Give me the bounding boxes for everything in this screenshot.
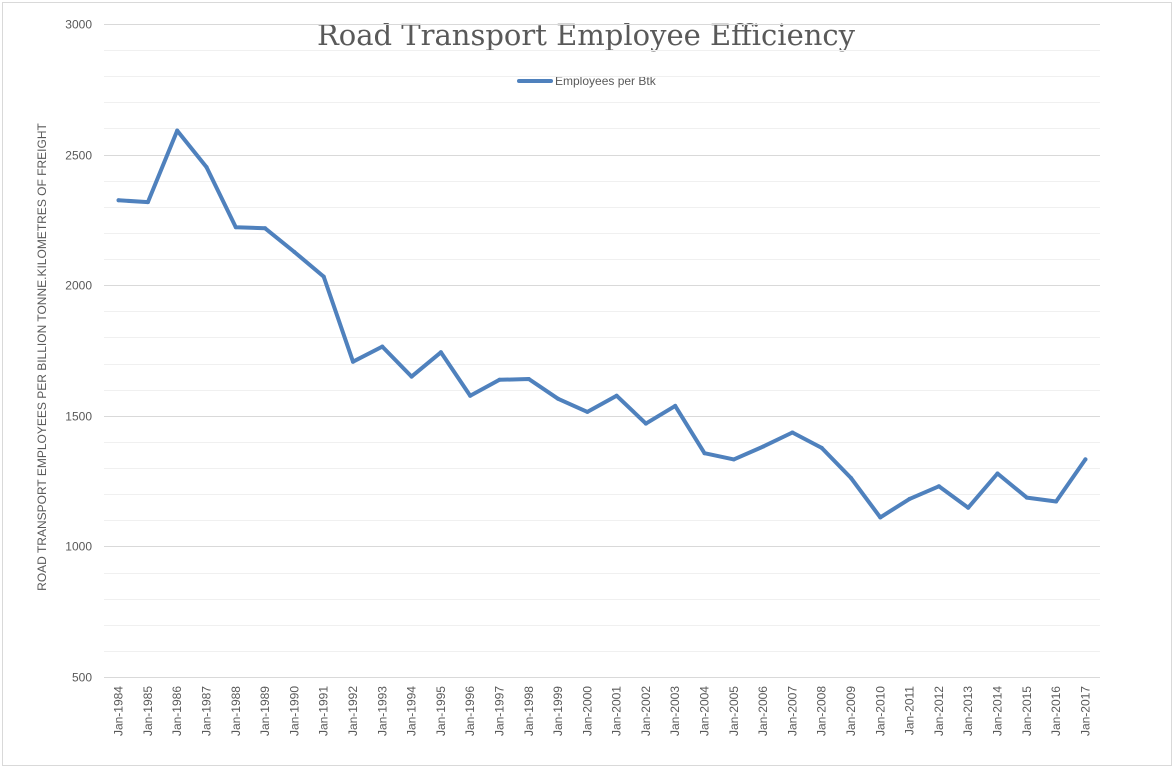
x-tick-label: Jan-2017 <box>1078 686 1092 736</box>
legend: Employees per Btk <box>517 72 656 90</box>
data-point <box>702 451 707 456</box>
x-tick-label: Jan-1990 <box>287 686 301 736</box>
data-point <box>907 496 912 501</box>
chart-title: Road Transport Employee Efficiency <box>316 18 856 52</box>
x-tick-label: Jan-2012 <box>932 686 946 736</box>
data-point <box>966 505 971 510</box>
series-layer <box>116 128 1088 520</box>
data-point <box>497 377 502 382</box>
data-point <box>380 344 385 349</box>
data-point <box>145 200 150 205</box>
x-tick-label: Jan-2011 <box>903 686 917 735</box>
x-tick-label: Jan-1985 <box>141 686 155 736</box>
x-tick-label: Jan-1989 <box>258 686 272 736</box>
x-tick-label: Jan-1998 <box>522 686 536 736</box>
x-tick-label: Jan-2009 <box>844 686 858 736</box>
data-point <box>673 403 678 408</box>
x-tick-label: Jan-2007 <box>785 686 799 736</box>
x-tick-label: Jan-2006 <box>756 686 770 736</box>
y-tick-label: 500 <box>72 671 92 685</box>
data-point <box>1054 499 1059 504</box>
y-tick-label: 1500 <box>65 410 92 424</box>
data-point <box>468 393 473 398</box>
series-line <box>116 128 1088 520</box>
data-point <box>995 471 1000 476</box>
x-tick-label: Jan-1984 <box>112 686 126 736</box>
data-point <box>936 484 941 489</box>
x-axis: Jan-1984 Jan-1985 Jan-1986 Jan-1987 Jan-1988… <box>112 686 1093 736</box>
data-point <box>849 476 853 480</box>
data-point <box>790 430 795 435</box>
data-point <box>819 445 824 450</box>
data-point <box>263 226 268 231</box>
data-point <box>116 198 121 203</box>
x-tick-label: Jan-1992 <box>346 686 360 736</box>
y-tick-label: 2000 <box>65 279 92 293</box>
data-point <box>321 274 326 279</box>
data-point <box>614 393 619 398</box>
data-point <box>731 457 736 462</box>
data-point <box>233 225 238 230</box>
data-point <box>1083 457 1088 462</box>
x-tick-label: Jan-2010 <box>873 686 887 736</box>
data-point <box>556 396 561 401</box>
x-tick-label: Jan-1986 <box>170 686 184 736</box>
x-tick-label: Jan-1988 <box>229 686 243 736</box>
x-tick-label: Jan-1997 <box>492 686 506 736</box>
x-tick-label: Jan-2016 <box>1049 686 1063 736</box>
data-point <box>409 374 414 379</box>
data-point <box>175 128 180 133</box>
x-tick-label: Jan-1993 <box>375 686 389 736</box>
data-point <box>761 444 766 449</box>
data-point <box>526 377 531 381</box>
data-point <box>292 250 297 254</box>
x-tick-label: Jan-1996 <box>463 686 477 736</box>
minor-gridlines <box>104 50 1100 652</box>
x-tick-label: Jan-2008 <box>815 686 829 736</box>
y-tick-label: 1000 <box>65 540 92 554</box>
x-tick-label: Jan-2005 <box>727 686 741 736</box>
x-tick-label: Jan-1999 <box>551 686 565 736</box>
data-point <box>585 409 590 414</box>
major-gridlines <box>104 24 1100 678</box>
x-tick-label: Jan-2013 <box>961 686 975 736</box>
y-tick-label: 2500 <box>65 149 92 163</box>
x-tick-label: Jan-2003 <box>668 686 682 736</box>
x-tick-label: Jan-2002 <box>639 686 653 736</box>
x-tick-label: Jan-1991 <box>317 686 331 736</box>
legend-swatch <box>517 79 553 83</box>
x-tick-label: Jan-1987 <box>200 686 214 736</box>
x-tick-label: Jan-2000 <box>580 686 594 736</box>
x-tick-label: Jan-2014 <box>990 686 1004 736</box>
data-point <box>351 359 355 364</box>
y-axis: 500 1000 1500 2000 2500 3000 <box>65 18 92 685</box>
legend-label: Employees per Btk <box>555 74 656 88</box>
x-tick-label: Jan-1994 <box>405 686 419 736</box>
data-point <box>438 350 443 355</box>
x-tick-label: Jan-2015 <box>1020 686 1034 736</box>
data-point <box>204 165 209 170</box>
x-tick-label: Jan-1995 <box>434 686 448 736</box>
x-tick-label: Jan-2004 <box>698 686 712 736</box>
data-point <box>1024 495 1029 500</box>
x-tick-label: Jan-2001 <box>610 686 624 736</box>
data-point <box>878 515 883 520</box>
data-point <box>643 421 648 426</box>
y-tick-label: 3000 <box>65 18 92 32</box>
